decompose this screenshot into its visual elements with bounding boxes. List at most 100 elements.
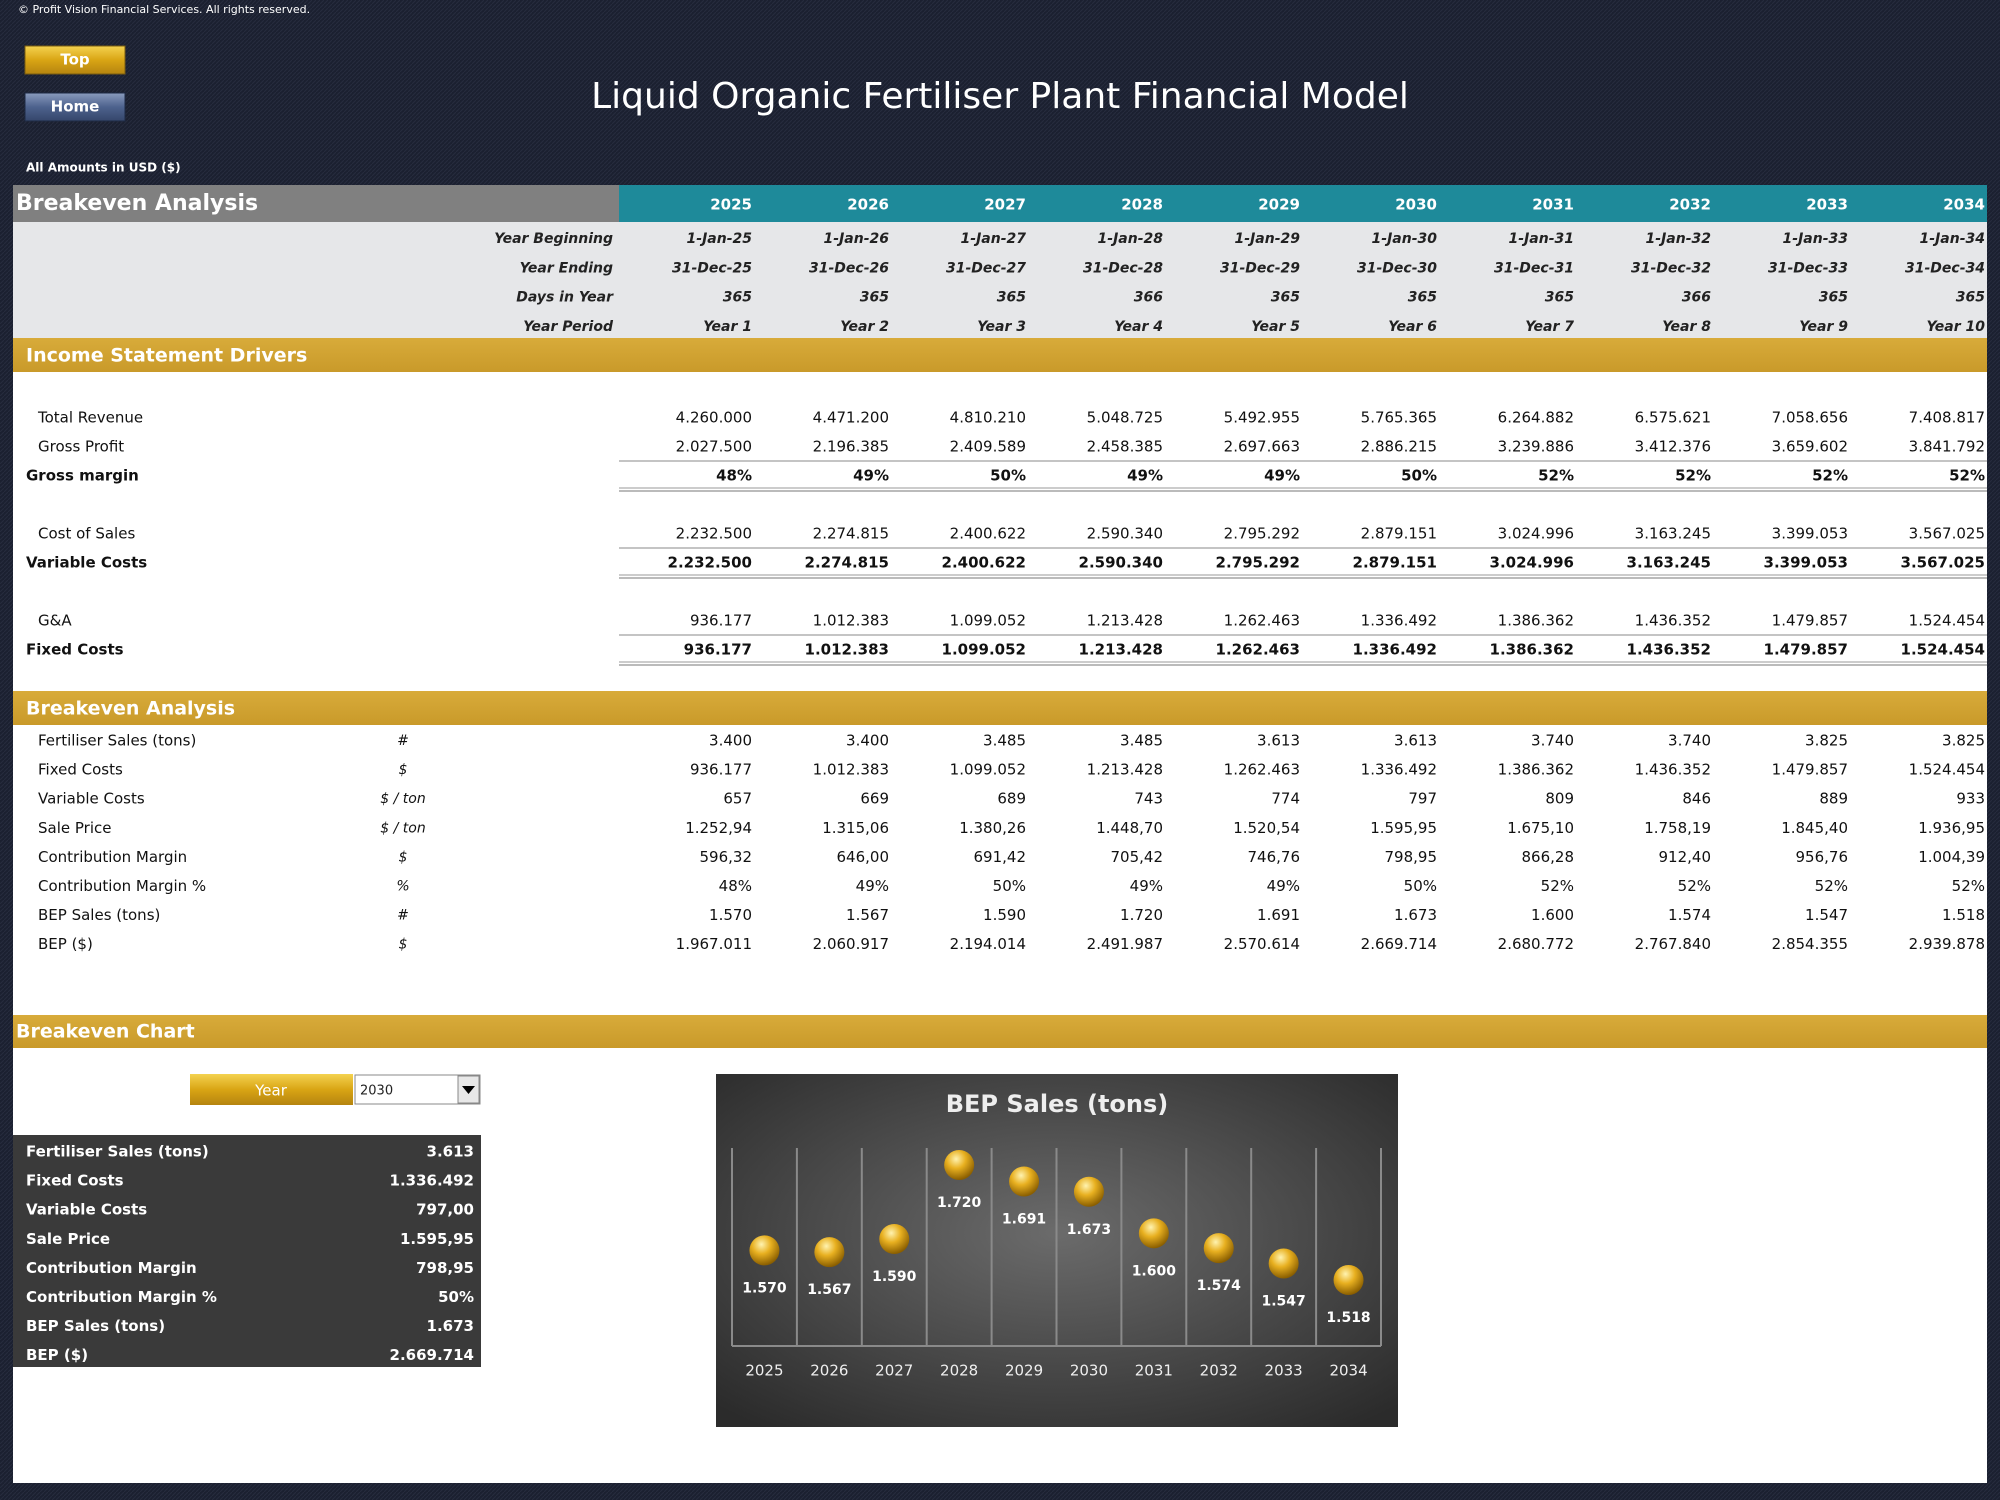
cell-value: 1.099.052 [950, 761, 1026, 779]
cell-value: 2.669.714 [1361, 935, 1437, 953]
total-value: 48% [716, 467, 752, 485]
cell-value: 3.825 [1805, 732, 1848, 750]
year-header: 2030 [1395, 196, 1437, 214]
timeline-value: 365 [1271, 290, 1300, 306]
timeline-value: 31-Dec-29 [1220, 260, 1300, 276]
data-dot [1268, 1248, 1299, 1279]
cell-value: 3.613 [1394, 732, 1437, 750]
summary-value: 1.673 [427, 1317, 474, 1335]
cell-value: 846 [1682, 790, 1711, 808]
total-value: 52% [1675, 467, 1711, 485]
year-selector[interactable]: Year 2030 [190, 1074, 481, 1105]
top-button[interactable]: Top [24, 45, 126, 75]
row-unit: $ / ton [380, 820, 425, 836]
cell-value: 3.841.792 [1909, 438, 1985, 456]
x-tick-label: 2029 [1005, 1362, 1043, 1380]
summary-value: 798,95 [416, 1259, 474, 1277]
cell-value: 2.697.663 [1224, 438, 1300, 456]
section-title: Breakeven Analysis [26, 698, 235, 720]
cell-value: 1.436.352 [1635, 761, 1711, 779]
cell-value: 746,76 [1248, 848, 1301, 866]
cell-value: 48% [719, 877, 752, 895]
row-label: Cost of Sales [38, 525, 135, 543]
summary-label: BEP Sales (tons) [26, 1317, 165, 1335]
cell-value: 2.590.340 [1087, 525, 1163, 543]
total-value: 1.386.362 [1490, 641, 1574, 659]
data-dot [1073, 1176, 1104, 1207]
cell-value: 1.262.463 [1224, 612, 1300, 630]
cell-value: 1.691 [1257, 906, 1300, 924]
data-label: 1.590 [872, 1269, 917, 1285]
home-button[interactable]: Home [24, 92, 126, 122]
timeline-value: 366 [1134, 290, 1163, 306]
year-header: 2031 [1532, 196, 1574, 214]
cell-value: 1.758,19 [1644, 819, 1711, 837]
cell-value: 809 [1545, 790, 1574, 808]
cell-value: 1.479.857 [1772, 761, 1848, 779]
x-tick-label: 2025 [745, 1362, 783, 1380]
row-unit: # [397, 908, 409, 924]
year-header: 2034 [1943, 196, 1985, 214]
x-tick-label: 2033 [1265, 1362, 1303, 1380]
cell-value: 2.027.500 [676, 438, 752, 456]
cell-value: 2.795.292 [1224, 525, 1300, 543]
cell-value: 3.400 [846, 732, 889, 750]
data-dot [1333, 1265, 1364, 1295]
cell-value: 2.680.772 [1498, 935, 1574, 953]
data-label: 1.547 [1262, 1293, 1306, 1309]
cell-value: 956,76 [1796, 848, 1849, 866]
year-header: 2025 [710, 196, 752, 214]
row-unit: $ [399, 937, 408, 953]
timeline-value: 365 [1819, 290, 1848, 306]
cell-value: 1.262.463 [1224, 761, 1300, 779]
year-header: 2032 [1669, 196, 1711, 214]
dropdown-arrow[interactable] [462, 1086, 475, 1094]
cell-value: 4.260.000 [676, 409, 752, 427]
total-value: 49% [1127, 467, 1163, 485]
row-unit: % [396, 879, 409, 895]
summary-label: Contribution Margin % [26, 1288, 217, 1306]
button-label[interactable]: Top [60, 51, 90, 69]
cell-value: 933 [1956, 790, 1985, 808]
total-value: 2.795.292 [1216, 554, 1300, 572]
timeline-value: 31-Dec-27 [946, 260, 1026, 276]
total-value: 2.590.340 [1079, 554, 1163, 572]
button-face[interactable] [24, 45, 126, 75]
cell-value: 1.590 [983, 906, 1026, 924]
summary-value: 797,00 [416, 1201, 474, 1219]
summary-label: BEP ($) [26, 1346, 88, 1364]
cell-value: 4.810.210 [950, 409, 1026, 427]
cell-value: 1.524.454 [1909, 761, 1985, 779]
section-title: Income Statement Drivers [26, 345, 307, 367]
total-value: 2.274.815 [805, 554, 889, 572]
cell-value: 646,00 [837, 848, 890, 866]
cell-value: 1.004,39 [1918, 848, 1985, 866]
cell-value: 1.315,06 [822, 819, 889, 837]
cell-value: 936.177 [690, 612, 752, 630]
button-label[interactable]: Home [51, 98, 100, 116]
dropdown-value[interactable]: 2030 [360, 1084, 393, 1099]
row-unit: $ [399, 849, 408, 865]
cell-value: 5.765.365 [1361, 409, 1437, 427]
cell-value: 1.386.362 [1498, 612, 1574, 630]
total-value: 2.400.622 [942, 554, 1026, 572]
timeline-value: 365 [1956, 290, 1985, 306]
selector-label-cell [190, 1074, 353, 1105]
timeline-value: 365 [860, 290, 889, 306]
row-unit: $ / ton [380, 791, 425, 807]
summary-value: 1.595,95 [400, 1230, 474, 1248]
cell-value: 7.058.656 [1772, 409, 1848, 427]
cell-value: 49% [1130, 877, 1163, 895]
data-label: 1.574 [1197, 1278, 1242, 1294]
data-label: 1.691 [1002, 1212, 1046, 1228]
cell-value: 774 [1271, 790, 1300, 808]
cell-value: 49% [1267, 877, 1300, 895]
button-face[interactable] [24, 92, 126, 122]
cell-value: 49% [856, 877, 889, 895]
summary-value: 50% [438, 1288, 474, 1306]
cell-value: 2.491.987 [1087, 935, 1163, 953]
timeline-value: Year 8 [1662, 319, 1711, 335]
total-value: 50% [990, 467, 1026, 485]
cell-value: 657 [723, 790, 752, 808]
row-label: BEP ($) [38, 935, 93, 953]
